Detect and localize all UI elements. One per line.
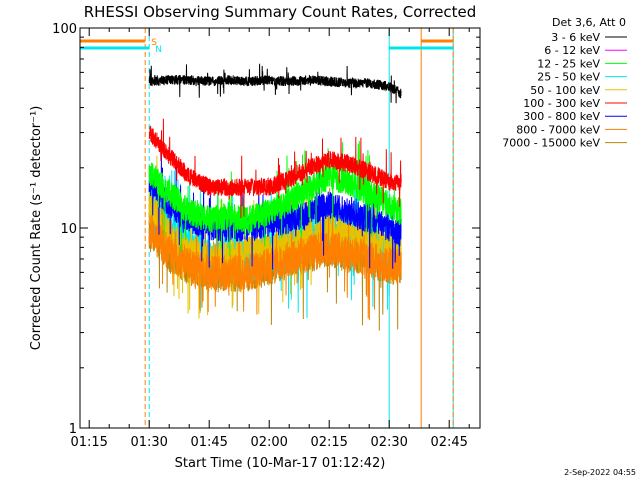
legend-entry-label: 100 - 300 keV: [523, 97, 600, 110]
flag-label-n: N: [155, 45, 162, 55]
x-tick-label: 02:45: [430, 435, 467, 450]
x-tick-label: 02:15: [310, 435, 347, 450]
flag-label-s: S: [151, 38, 157, 48]
legend-entry-label: 50 - 100 keV: [530, 84, 600, 97]
x-tick-label: 01:30: [130, 435, 167, 450]
y-axis-ticks: 1 10 100: [52, 22, 480, 437]
x-tick-label: 02:00: [250, 435, 287, 450]
x-axis-ticks: 01:15 01:30 01:45 02:00 02:15 02:30 02:45: [70, 28, 470, 450]
flag-bars: SN: [80, 38, 454, 55]
series-layer: [148, 63, 402, 331]
legend-entry-label: 7000 - 15000 keV: [502, 137, 600, 150]
y-tick-label: 100: [52, 22, 77, 37]
legend-entry-label: 300 - 800 keV: [523, 110, 600, 123]
series-100-to-300kev: [148, 118, 402, 219]
y-axis-label: Corrected Count Rate (s⁻¹ detector⁻¹): [29, 106, 44, 351]
footer-timestamp: 2-Sep-2022 04:55: [564, 468, 636, 477]
x-tick-label: 02:30: [370, 435, 407, 450]
x-axis-label: Start Time (10-Mar-17 01:12:42): [175, 456, 386, 471]
series-3-to-6kev: [148, 63, 402, 104]
y-tick-label: 1: [69, 422, 77, 437]
legend-entry-label: 12 - 25 keV: [537, 57, 600, 70]
chart-title: RHESSI Observing Summary Count Rates, Co…: [84, 3, 477, 21]
legend-entry-label: 800 - 7000 keV: [516, 123, 600, 136]
legend-header: Det 3,6, Att 0: [552, 16, 626, 29]
series-800-to-7000kev: [148, 176, 402, 321]
x-tick-label: 01:15: [70, 435, 107, 450]
legend-entry-label: 6 - 12 keV: [544, 44, 600, 57]
x-tick-label: 01:45: [190, 435, 227, 450]
y-tick-label: 10: [60, 222, 77, 237]
legend-entry-label: 3 - 6 keV: [551, 31, 600, 44]
legend-entry-label: 25 - 50 keV: [537, 71, 600, 84]
